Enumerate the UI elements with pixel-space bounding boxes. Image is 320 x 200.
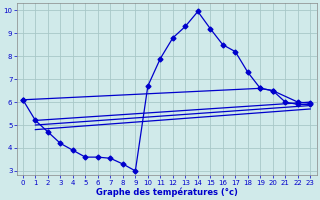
X-axis label: Graphe des températures (°c): Graphe des températures (°c) xyxy=(96,187,237,197)
